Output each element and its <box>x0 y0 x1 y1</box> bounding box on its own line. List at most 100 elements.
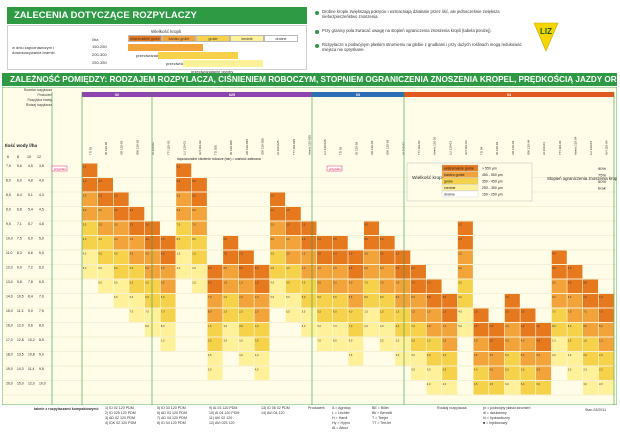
footer-item: H = Hardi <box>332 416 348 420</box>
nozzle-name: AVI 110-04 <box>605 140 609 155</box>
pressure-value: 5,0 <box>114 266 118 270</box>
droplet-cell <box>395 308 411 322</box>
pressure-value: 6,0 <box>552 295 556 299</box>
pressure-value: 6,0 <box>317 324 321 328</box>
droplet-cell <box>301 221 317 235</box>
water-rate-cell: 8,5 <box>6 193 11 197</box>
symbols-list: pr = podwójny płaski strumień dl = dwulot… <box>483 406 563 434</box>
pressure-value: 2,5 <box>568 368 572 372</box>
pressure-value: 1,5 <box>224 281 228 285</box>
water-rate-cell: 5,6 <box>17 164 22 168</box>
droplet-cell <box>270 250 286 264</box>
droplet-cell <box>285 221 301 235</box>
producers-list-2: BE = Billet Bk = Bercelli T = Teejet TT = T… <box>372 406 427 434</box>
droplet-cell <box>457 250 473 264</box>
pressure-value: 5,0 <box>161 266 165 270</box>
pressure-value: 2,5 <box>411 339 415 343</box>
droplet-cell <box>536 366 552 380</box>
droplet-cell <box>379 337 395 351</box>
pressure-value: 2,5 <box>599 368 603 372</box>
droplet-cell <box>504 381 520 395</box>
droplet-cell <box>551 294 567 308</box>
pressure-value: 5,0 <box>317 295 321 299</box>
pressure-value: 5,5 <box>568 281 572 285</box>
droplet-cell <box>223 250 239 264</box>
pressure-value: 4,5 <box>302 281 306 285</box>
footer-nozzle-list: 1) ID 02 120 PDM 2) ID 025 120 PDM 3) AD 0… <box>105 406 325 434</box>
pressure-value: 3,5 <box>411 368 415 372</box>
pressure-value: 1,5 <box>568 339 572 343</box>
pressure-value: 5,0 <box>98 266 102 270</box>
tag-box <box>51 165 68 172</box>
tag-label: przyciski <box>54 167 66 171</box>
droplet-cell <box>426 366 442 380</box>
nozzle-name: IDK 120-03 <box>386 139 390 155</box>
droplet-legend-range: 250 - 350 μm <box>482 186 503 190</box>
pressure-value: 2,0 <box>396 324 400 328</box>
pressure-value: 6,0 <box>411 266 415 270</box>
water-rate-cell: 12,8 <box>17 338 24 342</box>
droplet-cell <box>176 236 192 250</box>
droplet-cell <box>176 178 192 192</box>
pressure-value: 4,0 <box>239 353 243 357</box>
droplet-cell <box>317 294 333 308</box>
droplet-cell <box>129 279 145 293</box>
pressure-value: 6,0 <box>161 295 165 299</box>
droplet-cell <box>426 381 442 395</box>
pressure-value: 1,5 <box>552 339 556 343</box>
droplet-cell <box>426 294 442 308</box>
pressure-value: 5,0 <box>568 266 572 270</box>
droplet-cell <box>82 163 98 177</box>
legend-rate-3: 250-350 <box>92 60 107 65</box>
pressure-value: 7,0 <box>161 310 165 314</box>
footer-item: T = Teejet <box>372 416 388 420</box>
droplet-cell <box>363 221 379 235</box>
droplet-cell <box>176 221 192 235</box>
droplet-size-label: Wielkość kropli <box>151 29 182 34</box>
pressure-value: 5,0 <box>192 179 196 183</box>
water-rate-cell: 8,5 <box>39 338 44 342</box>
pressure-value: 2,0 <box>599 353 603 357</box>
group-band <box>152 92 312 97</box>
droplet-cell <box>442 337 458 351</box>
footer-item: A = Agrotop <box>332 406 351 410</box>
droplet-legend-label: ekstremalnie grube <box>444 166 474 170</box>
nozzle-name: IDK 120-02 <box>135 139 139 155</box>
droplet-legend-range: 150 - 250 μm <box>482 192 503 196</box>
pressure-value: 4,5 <box>474 382 478 386</box>
water-rate-cell: 6,4 <box>17 193 22 197</box>
pressure-value: 7,0 <box>349 324 353 328</box>
nozzle-name: TTI 110-02 <box>167 140 171 155</box>
pressure-value: 4,0 <box>114 237 118 241</box>
pressure-value: 5,5 <box>192 194 196 198</box>
droplet-cell <box>223 294 239 308</box>
water-rate-cell: 5,1 <box>28 193 33 197</box>
pressure-value: 3,0 <box>427 353 431 357</box>
droplet-cell <box>97 178 113 192</box>
water-rate-cell: 3,8 <box>39 164 44 168</box>
droplet-cell <box>238 294 254 308</box>
droplet-cell <box>285 207 301 221</box>
water-rate-cell: 8,0 <box>6 179 11 183</box>
pressure-value: 6,0 <box>192 208 196 212</box>
droplet-cell <box>285 294 301 308</box>
droplet-cell <box>144 221 160 235</box>
pressure-value: 2,5 <box>192 281 196 285</box>
pressure-value: 2,0 <box>270 208 274 212</box>
pressure-value: 4,5 <box>161 252 165 256</box>
droplet-cell <box>426 352 442 366</box>
droplet-cell <box>191 279 207 293</box>
speed-header: 12 <box>37 155 41 159</box>
version-label: Stan 03/2011 <box>585 408 607 412</box>
note-3: Rozpylacze o podwójnym płaskim strumieni… <box>322 42 522 52</box>
pressure-value: 2,5 <box>380 339 384 343</box>
droplet-cell <box>176 192 192 206</box>
pressure-value: 8,0 <box>411 295 415 299</box>
footer-item: 4) IDK 02 120 PDM <box>105 421 137 425</box>
droplet-cell <box>551 323 567 337</box>
droplet-cell <box>129 236 145 250</box>
droplet-cell <box>520 366 536 380</box>
droplet-cell <box>270 192 286 206</box>
pressure-value: 8,0 <box>599 324 603 328</box>
nozzle-name: AVI 110-03 <box>464 140 468 155</box>
